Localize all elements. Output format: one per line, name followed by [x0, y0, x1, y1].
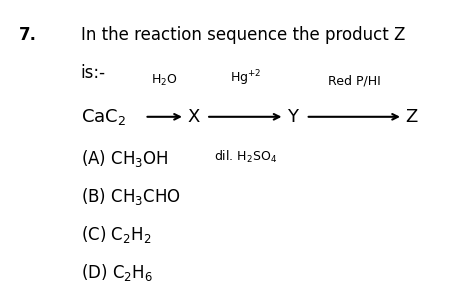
Text: In the reaction sequence the product Z: In the reaction sequence the product Z — [81, 26, 405, 44]
Text: 7.: 7. — [19, 26, 37, 44]
Text: is:-: is:- — [81, 64, 106, 82]
Text: Y: Y — [287, 108, 298, 126]
Text: (D) C$_2$H$_6$: (D) C$_2$H$_6$ — [81, 262, 153, 283]
Text: (A) CH$_3$OH: (A) CH$_3$OH — [81, 148, 168, 169]
Text: X: X — [187, 108, 200, 126]
Text: Hg$^{+2}$: Hg$^{+2}$ — [229, 68, 261, 88]
Text: Red P/HI: Red P/HI — [328, 74, 381, 88]
Text: Z: Z — [405, 108, 418, 126]
Text: (C) C$_2$H$_2$: (C) C$_2$H$_2$ — [81, 224, 151, 245]
Text: (B) CH$_3$CHO: (B) CH$_3$CHO — [81, 186, 181, 207]
Text: dil. H$_2$SO$_4$: dil. H$_2$SO$_4$ — [214, 149, 277, 165]
Text: H$_2$O: H$_2$O — [151, 72, 178, 88]
Text: CaC$_2$: CaC$_2$ — [81, 107, 126, 127]
